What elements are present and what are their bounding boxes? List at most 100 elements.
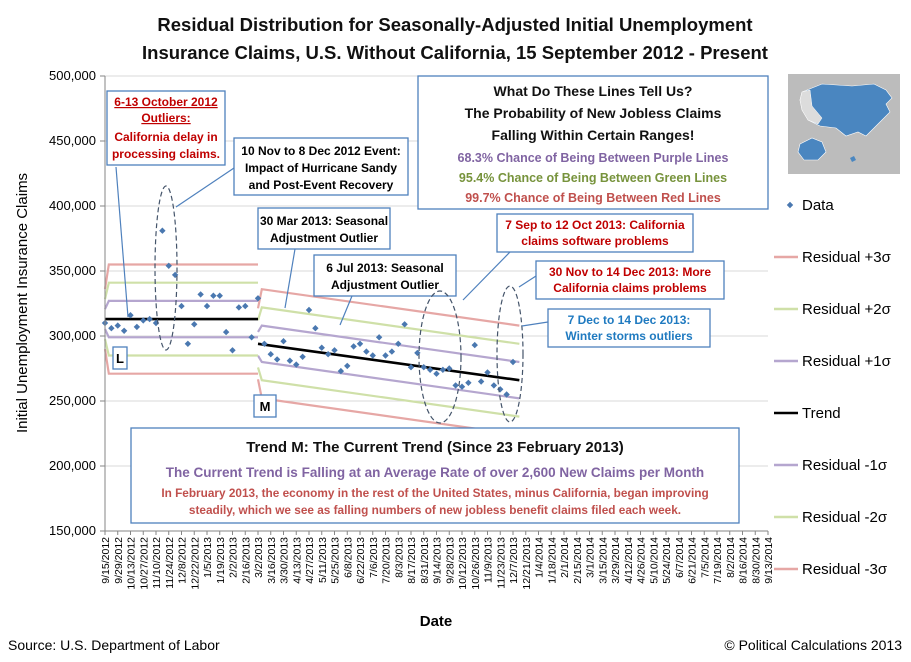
data-point [305, 306, 313, 314]
x-tick-label: 8/2/2014 [725, 537, 737, 578]
x-tick-label: 8/16/2014 [738, 537, 750, 584]
chart-title-line-2: Insurance Claims, U.S. Without Californi… [142, 42, 768, 63]
x-tick-label: 4/13/2013 [291, 537, 303, 584]
footer-source: Source: U.S. Department of Labor [8, 637, 220, 653]
x-tick-label: 1/5/2013 [202, 537, 214, 578]
y-axis-label: Initial Unemployment Insurance Claims [14, 173, 31, 433]
legend-label: Residual +1σ [802, 353, 892, 370]
residual-band-line [257, 355, 520, 400]
data-point [248, 334, 255, 341]
annotation-sep-2013: 7 Sep to 12 Oct 2013: California claims … [496, 213, 694, 253]
y-tick-label: 150,000 [49, 523, 96, 538]
data-point [197, 291, 204, 298]
x-tick-label: 5/11/2013 [317, 537, 329, 583]
data-point [152, 319, 160, 327]
info-box-line-1: What Do These Lines Tell Us? [494, 83, 693, 99]
data-point [235, 304, 243, 311]
data-point [267, 351, 274, 358]
annotation-nov-2013-line-1: 30 Nov to 14 Dec 2013: More [549, 265, 711, 279]
data-point [216, 292, 223, 299]
x-tick-label: 8/17/2013 [406, 537, 418, 584]
data-point [165, 262, 172, 269]
y-tick-label: 300,000 [49, 328, 96, 343]
data-point [388, 348, 396, 355]
x-axis-ticks: 9/15/2012 9/29/2012 10/13/2012 10/27/2012 11… [100, 531, 775, 590]
residual-band-line [256, 306, 520, 345]
annotation-sep-2013-pointer [462, 251, 511, 301]
data-point [344, 362, 351, 370]
x-tick-label: 3/30/2013 [279, 537, 291, 584]
x-tick-label: 10/13/2012 [126, 537, 138, 590]
data-point [452, 382, 459, 389]
data-point [178, 302, 185, 310]
trend-line-segment [257, 342, 520, 382]
y-tick-label: 200,000 [49, 458, 96, 473]
annotation-mar-2013-pointer [284, 248, 296, 309]
data-point [242, 302, 249, 310]
data-point [465, 379, 472, 386]
data-point [108, 325, 115, 332]
annotation-sandy-line-1: 10 Nov to 8 Dec 2012 Event: [241, 144, 400, 158]
data-point [490, 382, 498, 389]
data-point [439, 366, 447, 373]
x-tick-label: 8/31/2013 [419, 537, 431, 584]
data-point [426, 366, 434, 373]
annotation-oct-2012: 6-13 October 2012 Outliers: California d… [106, 90, 226, 166]
legend-label: Residual +2σ [802, 301, 892, 318]
data-point [171, 271, 179, 279]
data-point [312, 325, 319, 332]
data-point [191, 321, 198, 328]
data-point [203, 302, 211, 310]
x-tick-label: 3/1/2014 [585, 537, 597, 578]
data-point [509, 358, 517, 366]
legend-label: Residual -3σ [802, 561, 888, 578]
map-alaska-icon [797, 137, 827, 161]
x-tick-label: 11/10/2012 [151, 537, 163, 589]
trend-box-title: Trend M: The Current Trend (Since 23 Feb… [246, 439, 624, 456]
legend-label: Residual -2σ [802, 509, 888, 526]
data-point [146, 315, 153, 323]
x-tick-label: 6/21/2014 [687, 537, 699, 584]
annotation-dec-2013: 7 Dec to 14 Dec 2013: Winter storms outl… [547, 308, 711, 348]
annotation-sep-2013-line-1: 7 Sep to 12 Oct 2013: California [505, 218, 685, 232]
x-tick-label: 9/13/2014 [763, 537, 775, 584]
y-axis-ticks: 150,000 200,000 250,000 300,000 350,000 400,0… [49, 68, 105, 538]
annotation-oct-2012-line-2: Outliers: [141, 111, 190, 125]
segment-l-box [112, 346, 128, 370]
residual-band-line [103, 263, 258, 290]
x-tick-label: 3/15/2014 [597, 537, 609, 584]
annotation-hurricane-sandy: 10 Nov to 8 Dec 2012 Event: Impact of Hu… [233, 137, 409, 196]
data-point [159, 227, 166, 234]
info-box-red: 99.7% Chance of Being Between Red Lines [465, 191, 721, 205]
residual-band-line [256, 367, 520, 418]
x-tick-label: 12/7/2013 [508, 537, 520, 584]
x-tick-label: 5/24/2014 [661, 537, 673, 584]
info-box-purple: 68.3% Chance of Being Between Purple Lin… [458, 151, 729, 165]
x-tick-label: 12/22/2012 [189, 537, 201, 590]
residual-band-line [104, 328, 258, 339]
y-tick-label: 400,000 [49, 198, 96, 213]
data-point [369, 352, 376, 359]
residual-band-line [104, 299, 258, 310]
trend-box-body-2: steadily, which we see as falling number… [189, 503, 681, 517]
data-point [503, 391, 510, 398]
data-point [184, 340, 192, 347]
y-tick-label: 250,000 [49, 393, 96, 408]
x-tick-label: 4/12/2014 [623, 537, 635, 584]
data-point [140, 317, 147, 324]
data-point [331, 347, 338, 354]
x-tick-label: 8/30/2014 [750, 537, 762, 584]
data-point [337, 367, 345, 375]
nov-2013-outlier-ellipse [496, 285, 524, 423]
data-point [286, 357, 294, 364]
map-california-icon [799, 89, 823, 125]
segment-l-label: L [116, 351, 124, 366]
x-tick-label: 1/19/2013 [215, 537, 227, 584]
data-point [210, 292, 217, 299]
annotation-oct-2012-pointer [115, 166, 129, 318]
x-tick-label: 3/29/2014 [610, 537, 622, 584]
annotation-oct-2012-line-3: California delay in [114, 130, 217, 144]
residual-band-line [257, 324, 520, 364]
segment-m-label: M [260, 399, 271, 414]
legend-label: Data [802, 197, 834, 214]
